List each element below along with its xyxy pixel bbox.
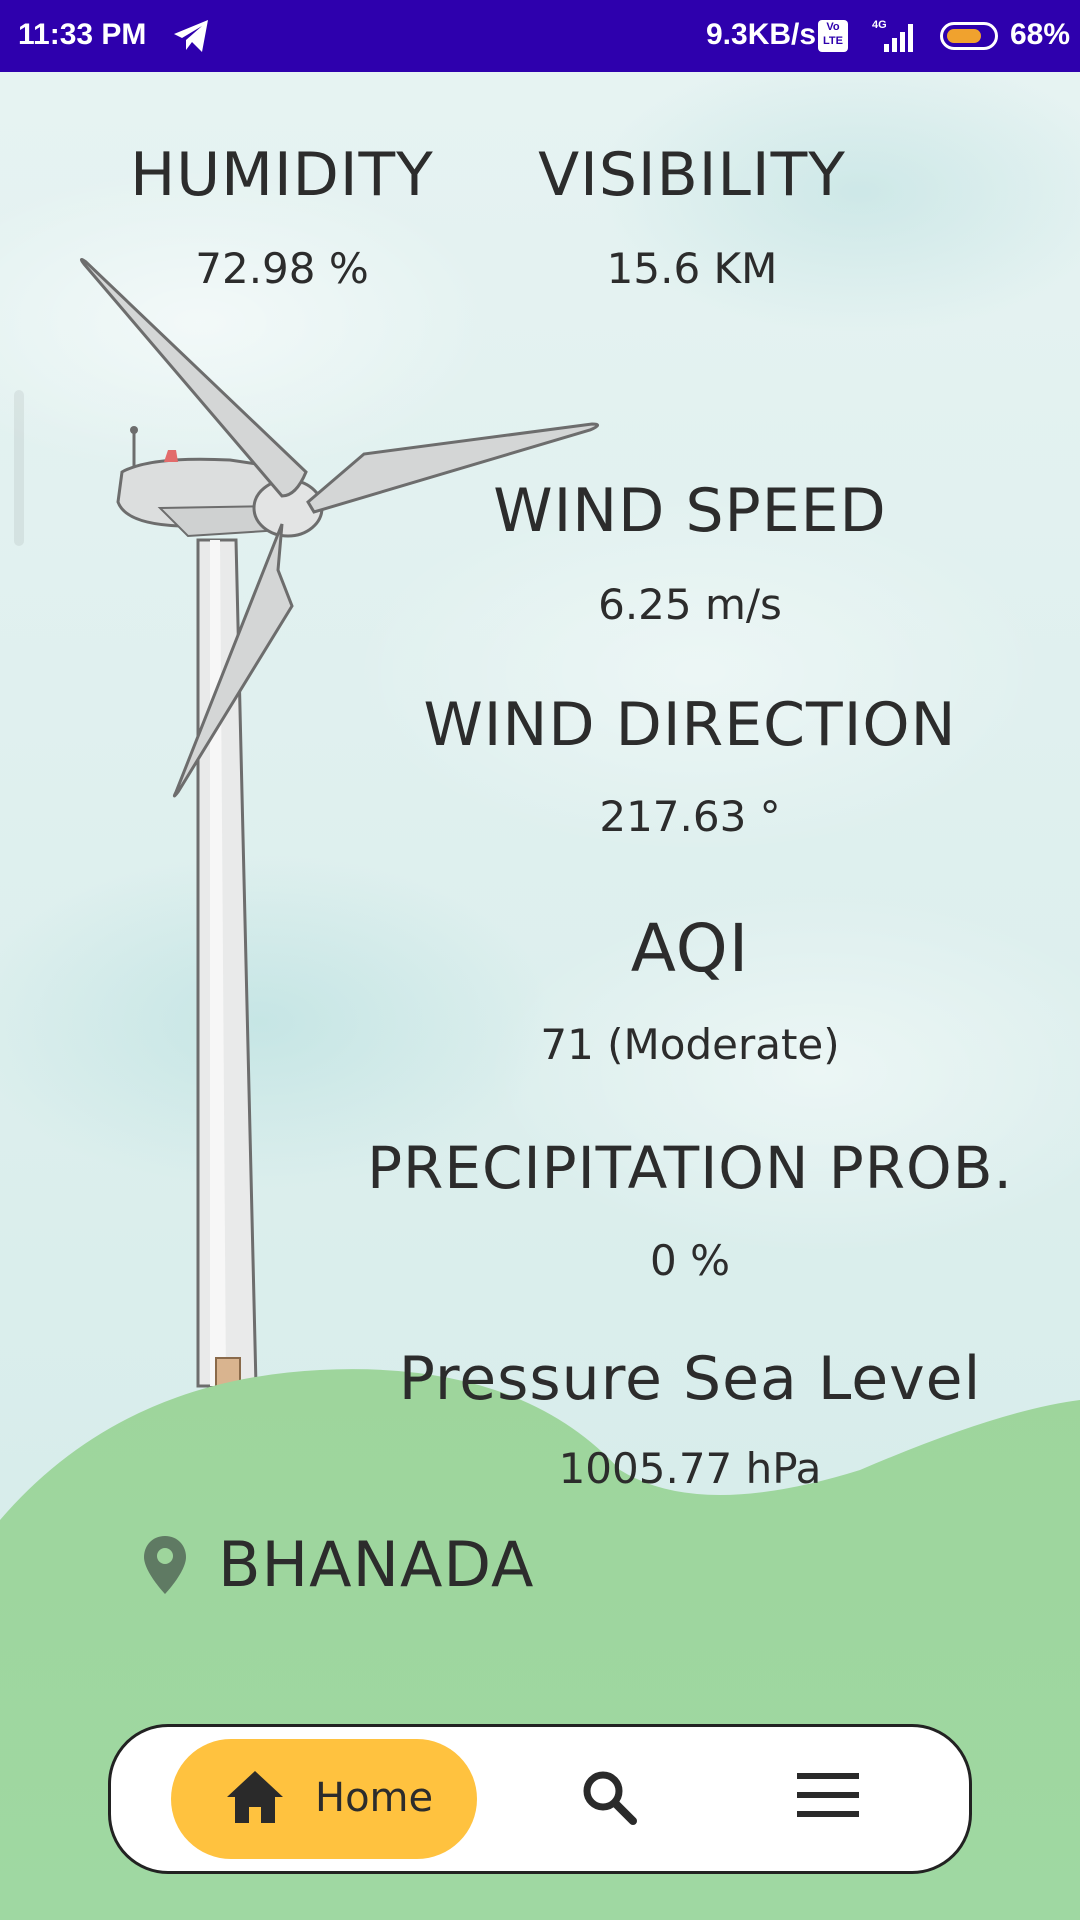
precipitation-value: 0 % [650,1236,730,1285]
network-type: 4G [872,19,887,31]
network-speed: 9.3KB/s [706,18,817,51]
menu-icon[interactable] [797,1771,859,1819]
visibility-label: VISIBILITY [538,140,846,210]
home-icon [227,1771,283,1823]
signal-icon: 4G [872,19,913,52]
aqi-label: AQI [630,910,750,987]
status-bar: 11:33 PM 9.3KB/s Vo LTE 4G 68% [0,0,1080,72]
telegram-icon [174,20,208,52]
location-name: BHANADA [218,1528,535,1601]
location-pin-icon [144,1536,186,1594]
humidity-value: 72.98 % [195,244,369,293]
wind-speed-label: WIND SPEED [493,476,887,546]
aqi-value: 71 (Moderate) [540,1020,840,1069]
nav-home-button[interactable]: Home [171,1739,477,1859]
search-icon[interactable] [579,1767,639,1827]
wind-direction-label: WIND DIRECTION [423,690,957,760]
status-time: 11:33 PM [18,18,147,51]
wind-direction-value: 217.63 ° [599,792,781,841]
pressure-value: 1005.77 hPa [558,1444,822,1493]
precipitation-label: PRECIPITATION PROB. [367,1134,1013,1202]
humidity-label: HUMIDITY [130,140,434,210]
battery-icon [940,22,998,50]
wind-speed-value: 6.25 m/s [598,580,782,629]
volte-icon: Vo LTE [818,20,848,52]
edge-handle[interactable] [14,390,24,546]
battery-percent: 68% [1010,18,1071,51]
visibility-value: 15.6 KM [606,244,778,293]
bottom-navigation: Home [108,1724,972,1874]
pressure-label: Pressure Sea Level [398,1344,982,1414]
nav-home-label: Home [315,1775,434,1821]
wind-turbine-illustration [79,257,599,1388]
